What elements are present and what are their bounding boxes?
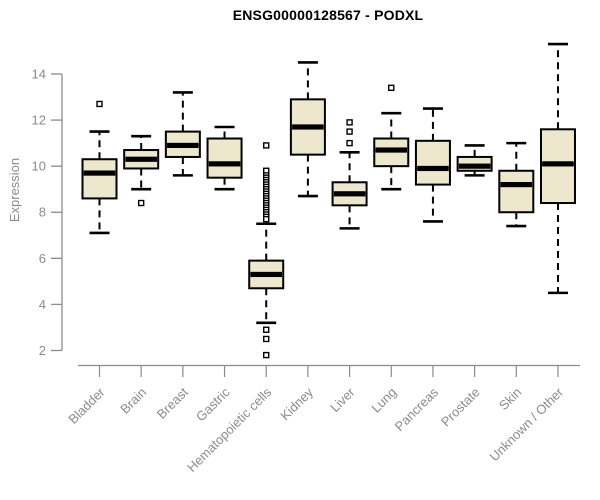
outlier-point <box>96 100 103 108</box>
median-line <box>125 156 157 162</box>
median-line <box>83 170 116 176</box>
boxplot-breast <box>164 91 201 177</box>
boxplot-lung <box>373 84 410 191</box>
x-category-label: Prostate <box>438 385 483 430</box>
outlier-point <box>263 142 270 149</box>
x-category-label: Brain <box>117 385 149 417</box>
boxplot-gastric <box>206 125 243 191</box>
boxplot-prostate <box>456 144 493 177</box>
iqr-box <box>81 158 118 200</box>
median-line <box>458 163 491 169</box>
boxplot-kidney <box>289 61 326 198</box>
median-line <box>250 271 283 278</box>
y-tick-label: 10 <box>32 159 46 174</box>
chart-title: ENSG00000128567 - PODXL <box>232 7 424 23</box>
x-category-label: Gastric <box>193 384 233 424</box>
median-line <box>167 142 199 149</box>
y-tick-label: 4 <box>39 297 46 312</box>
x-category-label: Kidney <box>277 384 316 423</box>
median-line <box>375 147 408 153</box>
median-line <box>417 165 449 172</box>
outlier-point <box>346 139 353 147</box>
median-line <box>208 161 241 167</box>
x-category-label: Pancreas <box>392 384 442 434</box>
outlier-point <box>388 84 395 92</box>
boxplot-hematopoietic-cells <box>248 142 285 359</box>
boxplot-skin <box>498 141 535 228</box>
boxplot-liver <box>331 119 368 230</box>
x-category-label: Liver <box>327 384 358 415</box>
outlier-point <box>137 199 145 207</box>
median-line <box>333 191 366 197</box>
y-tick-label: 6 <box>39 251 46 266</box>
outlier-point <box>263 326 270 333</box>
median-line <box>500 181 533 188</box>
iqr-box <box>498 169 535 214</box>
y-tick-label: 2 <box>39 343 46 358</box>
boxplot-brain <box>123 134 160 207</box>
outlier-point <box>263 335 270 343</box>
boxplot-pancreas <box>414 107 451 223</box>
outlier-point <box>263 351 270 359</box>
outlier-point <box>263 215 270 223</box>
y-tick-label: 12 <box>32 113 46 128</box>
y-tick-label: 8 <box>39 205 46 220</box>
boxplot-unknown-other <box>539 42 576 295</box>
iqr-box <box>206 137 243 179</box>
outlier-point <box>346 128 353 135</box>
iqr-box <box>414 139 451 186</box>
x-category-label: Breast <box>154 384 191 421</box>
x-category-label: Bladder <box>65 384 108 427</box>
boxplot-bladder <box>81 100 118 235</box>
x-category-label: Unknown / Other <box>487 384 567 464</box>
median-line <box>292 124 324 130</box>
x-category-label: Lung <box>368 385 399 416</box>
median-line <box>542 161 574 167</box>
outlier-point <box>346 119 353 126</box>
y-tick-label: 14 <box>32 67 46 82</box>
x-category-label: Skin <box>496 385 524 413</box>
